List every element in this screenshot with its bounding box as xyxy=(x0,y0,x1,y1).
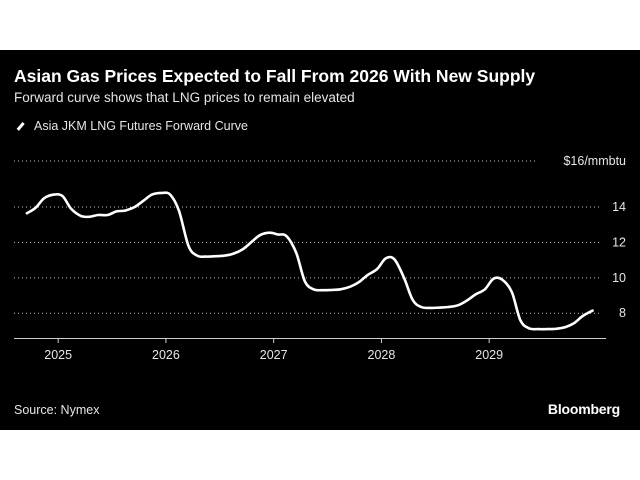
plot-area: $16/mmbtu 8 10 12 14 2025 2026 2027 2028 2029 xyxy=(14,154,626,362)
source-note: Source: Nymex xyxy=(14,403,100,417)
legend: Asia JKM LNG Futures Forward Curve xyxy=(14,119,248,133)
y-axis-labels: $16/mmbtu 8 10 12 14 xyxy=(563,154,626,320)
series-line-0 xyxy=(25,191,594,331)
chart-subtitle: Forward curve shows that LNG prices to r… xyxy=(14,90,355,105)
x-tick-label-2026: 2026 xyxy=(152,348,180,362)
series-lines xyxy=(25,191,594,331)
x-tick-label-2027: 2027 xyxy=(260,348,288,362)
y-tick-label-10: 10 xyxy=(612,271,626,285)
x-tick-label-2029: 2029 xyxy=(475,348,503,362)
x-axis-labels: 2025 2026 2027 2028 2029 xyxy=(44,348,503,362)
x-tick-label-2028: 2028 xyxy=(368,348,396,362)
y-unit-label: $16/mmbtu xyxy=(563,154,626,168)
gridlines xyxy=(14,160,600,314)
legend-label: Asia JKM LNG Futures Forward Curve xyxy=(34,119,248,133)
chart-card: Asian Gas Prices Expected to Fall From 2… xyxy=(0,50,640,430)
x-axis xyxy=(14,338,606,343)
chart-title: Asian Gas Prices Expected to Fall From 2… xyxy=(14,66,536,86)
y-tick-label-14: 14 xyxy=(612,200,626,214)
bloomberg-logo: Bloomberg xyxy=(547,401,620,417)
x-tick-label-2025: 2025 xyxy=(44,348,72,362)
y-tick-label-12: 12 xyxy=(612,235,626,249)
y-tick-label-8: 8 xyxy=(619,306,626,320)
